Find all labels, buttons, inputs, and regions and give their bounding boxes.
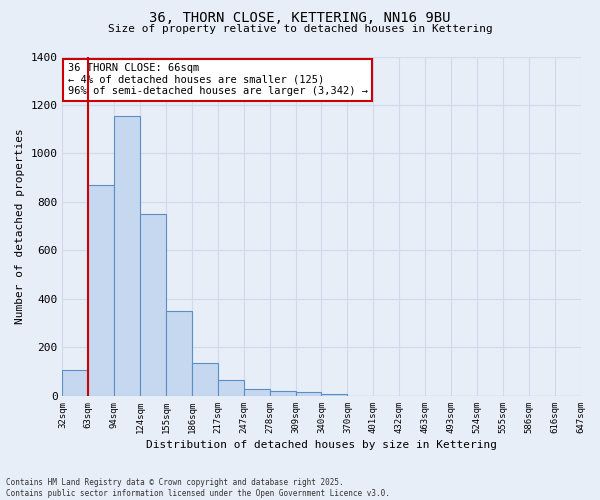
Text: Size of property relative to detached houses in Kettering: Size of property relative to detached ho… [107,24,493,34]
Text: 36, THORN CLOSE, KETTERING, NN16 9BU: 36, THORN CLOSE, KETTERING, NN16 9BU [149,11,451,25]
Bar [166,311,192,396]
Bar [62,370,88,396]
Text: Contains HM Land Registry data © Crown copyright and database right 2025.
Contai: Contains HM Land Registry data © Crown c… [6,478,390,498]
Bar [244,388,269,396]
Text: 36 THORN CLOSE: 66sqm
← 4% of detached houses are smaller (125)
96% of semi-deta: 36 THORN CLOSE: 66sqm ← 4% of detached h… [68,64,368,96]
Bar [296,392,322,396]
Bar [322,394,347,396]
Y-axis label: Number of detached properties: Number of detached properties [15,128,25,324]
Bar [114,116,140,396]
Bar [218,380,244,396]
Bar [269,391,296,396]
X-axis label: Distribution of detached houses by size in Kettering: Distribution of detached houses by size … [146,440,497,450]
Bar [88,185,114,396]
Bar [140,214,166,396]
Bar [192,363,218,396]
